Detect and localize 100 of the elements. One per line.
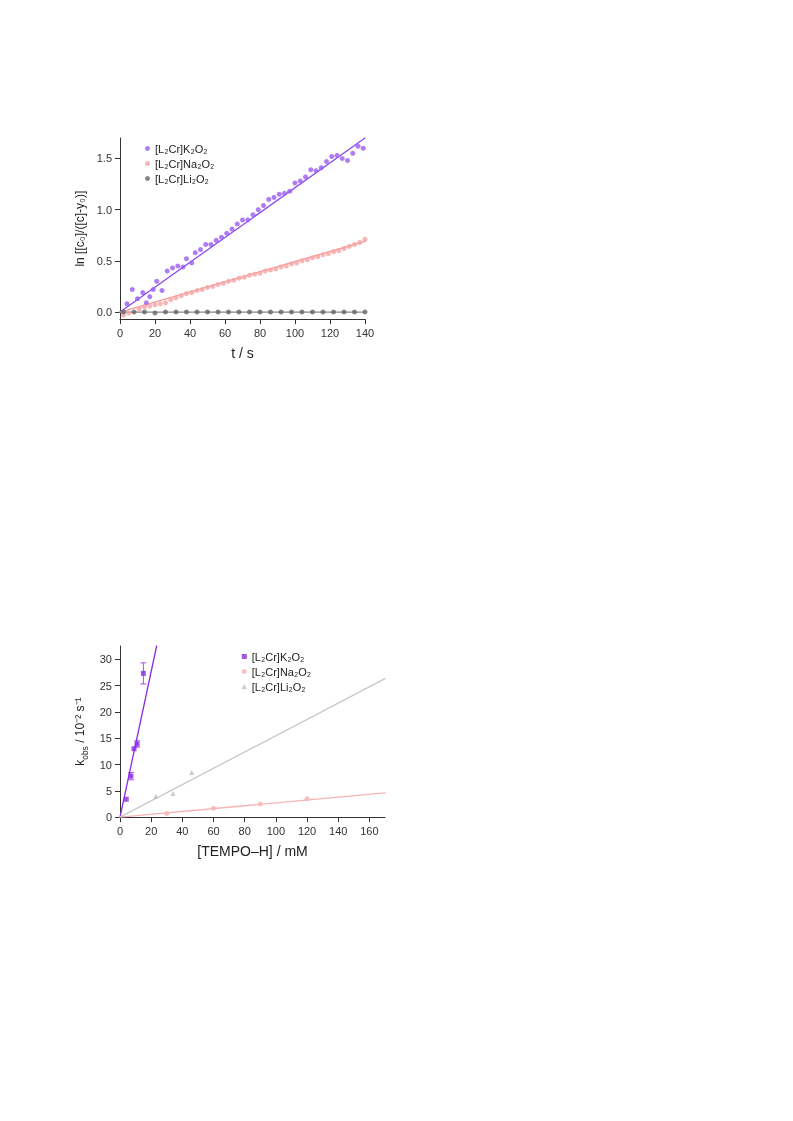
point [357, 239, 363, 245]
point [219, 234, 224, 240]
legend-label: [L₂Cr]Li₂O₂ [251, 680, 306, 693]
point [362, 236, 368, 242]
point [346, 244, 352, 250]
point [210, 283, 216, 289]
point [213, 237, 219, 243]
point [135, 296, 140, 302]
point [287, 188, 293, 194]
point [250, 212, 256, 218]
point [271, 194, 277, 200]
point [215, 281, 221, 287]
point [175, 263, 181, 269]
x-tick-label: 0 [116, 326, 124, 339]
point [329, 153, 335, 159]
point [289, 261, 294, 267]
point [324, 159, 329, 165]
point [299, 258, 305, 264]
x-tick-label: 120 [297, 824, 317, 837]
y-axis-title: ln [[c₀]/([c]-y₀)] [72, 190, 87, 267]
point [152, 302, 158, 308]
point [320, 252, 326, 258]
point [192, 250, 198, 256]
point [136, 306, 142, 312]
point [140, 670, 146, 676]
legend-label: [L₂Cr]K₂O₂ [155, 142, 208, 155]
x-tick-label: 40 [176, 824, 189, 837]
point [124, 301, 130, 307]
point [170, 791, 176, 796]
point [282, 190, 287, 196]
point [150, 287, 156, 293]
point [231, 277, 237, 283]
point [140, 290, 146, 296]
point [203, 241, 209, 247]
point [220, 280, 226, 286]
point [266, 196, 272, 202]
point [350, 150, 356, 156]
x-axis-title: [TEMPO–H] / mM [197, 843, 308, 859]
point [355, 143, 361, 149]
point [257, 270, 263, 276]
point [126, 310, 132, 316]
x-tick-label: 60 [207, 824, 220, 837]
point [262, 268, 268, 274]
y-tick-label: 0 [105, 811, 112, 824]
point [236, 275, 242, 281]
point [157, 301, 163, 307]
point [325, 251, 331, 257]
point [304, 796, 310, 802]
legend-label: [L₂Cr]Na₂O₂ [155, 157, 215, 170]
point [341, 246, 347, 252]
point [352, 241, 357, 247]
point [283, 263, 289, 269]
point [226, 278, 231, 284]
point [168, 297, 174, 303]
point [189, 290, 195, 296]
y-axis-title: kobs / 10⁻² s⁻¹ [73, 697, 90, 766]
point [147, 294, 153, 300]
point [234, 221, 240, 227]
x-tick-label: 100 [285, 326, 305, 339]
point [318, 165, 324, 171]
x-tick-label: 60 [218, 326, 232, 339]
point [336, 248, 342, 254]
point [129, 287, 135, 293]
point [224, 230, 230, 236]
point [178, 293, 184, 299]
point [334, 152, 340, 158]
x-tick-label: 40 [183, 326, 197, 339]
point [310, 255, 315, 261]
point [297, 178, 303, 184]
x-tick-label: 120 [320, 326, 340, 339]
point [315, 254, 321, 260]
x-tick-label: 140 [355, 326, 375, 339]
x-tick-label: 80 [238, 824, 251, 837]
point [313, 168, 319, 174]
y-tick-label: 15 [99, 732, 112, 745]
point [339, 155, 345, 161]
legend-label: [L₂Cr]Na₂O₂ [251, 665, 312, 678]
point [255, 207, 261, 213]
point [252, 271, 258, 277]
point [131, 746, 137, 752]
point [294, 260, 300, 266]
point [184, 291, 189, 297]
point [199, 287, 205, 293]
point [173, 295, 179, 301]
point [153, 793, 159, 799]
point [276, 191, 282, 197]
point [257, 801, 263, 807]
point [229, 226, 235, 232]
point [247, 272, 252, 278]
x-tick-label: 80 [253, 326, 267, 339]
point [184, 256, 189, 262]
legend-label: [L₂Cr]Li₂O₂ [155, 172, 209, 185]
point [211, 805, 217, 811]
y-tick-label: 10 [99, 758, 112, 771]
y-tick-label: 1.0 [96, 203, 112, 216]
point [189, 260, 195, 266]
y-tick-label: 0.5 [96, 254, 112, 267]
point [240, 217, 245, 223]
point [205, 284, 210, 290]
x-tick-label: 160 [360, 824, 379, 837]
